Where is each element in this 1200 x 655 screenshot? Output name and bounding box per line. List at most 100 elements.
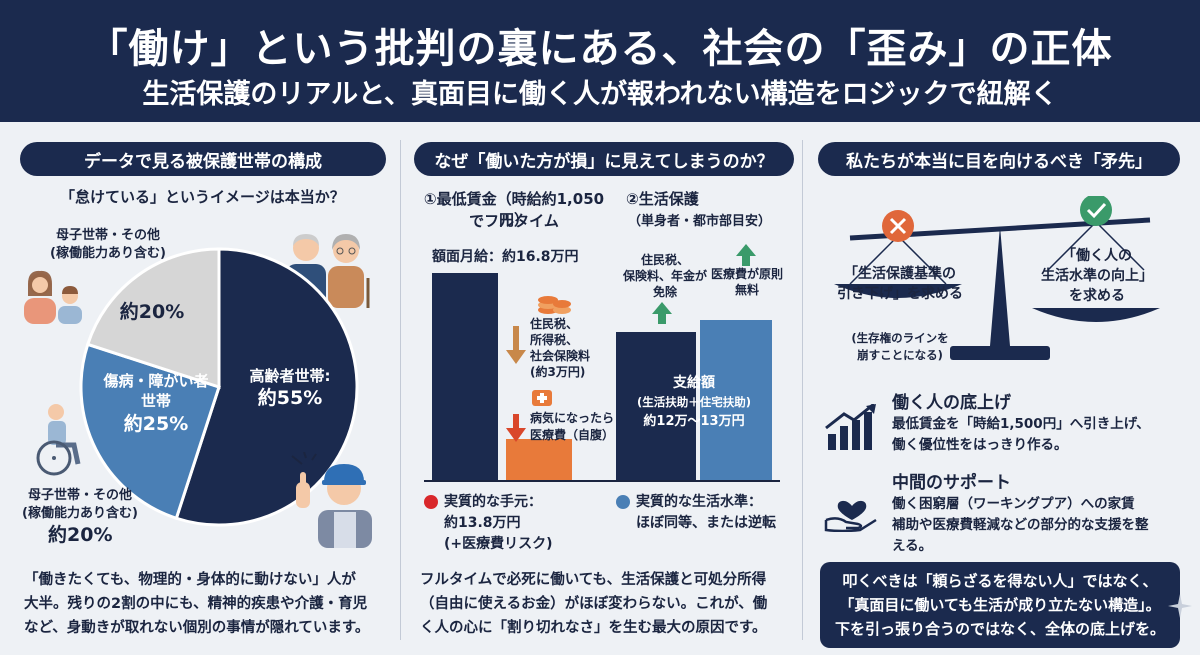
bar-welfare-base: [616, 332, 696, 480]
header-banner: 「働け」という批判の裏にある、社会の「歪み」の正体 生活保護のリアルと、真面目に…: [0, 0, 1200, 122]
bottom-left-label-1: 母子世帯・その他: [28, 488, 133, 503]
top-left-label-1: 母子世帯・その他: [56, 228, 161, 243]
medical-line-1: 病気になったら: [530, 411, 615, 425]
left-note-line-1: (生存権のラインを: [851, 331, 949, 345]
panel-divider: [400, 140, 401, 640]
free-line-2: 無料: [734, 283, 759, 297]
welfare-bar-line-3: 約12万〜13万円: [643, 414, 745, 429]
top-left-label-2: (稼働能力あり含む): [50, 246, 166, 261]
col2-title-2: （単身者・都市部目安）: [628, 214, 772, 229]
bottom-left-label-2: (稼働能力あり含む): [22, 506, 138, 521]
col2-exempt-note: 住民税、 保険料、年金が 免除: [610, 252, 720, 300]
tax-line-3: 社会保険料: [530, 349, 591, 363]
growth-chart-icon: [825, 404, 876, 450]
panel2-body-2: （自由に使えるお金）がほぼ変わらない。これが、働: [420, 596, 768, 612]
panel1-question: 「怠けている」というイメージは本当か？: [60, 188, 345, 206]
page-subtitle: 生活保護のリアルと、真面目に働く人が報われない構造をロジックで紐解く: [142, 79, 1058, 110]
col1-tax-note: 住民税、 所得税、 社会保険料 (約3万円): [530, 316, 590, 380]
point1-title: 働く人の底上げ: [892, 393, 1011, 413]
bar-welfare-total: [700, 320, 772, 480]
welfare-bar-label: 支給額 (生活扶助＋住宅扶助) 約12万〜13万円: [616, 374, 772, 431]
slice-label-other: 約20%: [120, 300, 184, 323]
panel1-body-3: など、身動きが取れない個別の事情が隠れています。: [24, 620, 370, 636]
tax-line-2: 所得税、: [530, 333, 579, 347]
col1-result-1: 実質的な手元：: [444, 494, 542, 510]
conclusion-box: 叩くべきは「頼らざるを得ない人」ではなく、 「真面目に働いても生活が成り立たない…: [820, 562, 1180, 648]
panel2-heading: なぜ「働いた方が損」に見えてしまうのか？: [414, 142, 794, 176]
right-pan-line-2: 生活水準の向上」: [1041, 268, 1153, 284]
point1-body-1: 最低賃金を「時給1,500円」へ引き上げ、: [892, 416, 1150, 432]
col2-title-1: ②生活保護: [626, 190, 699, 208]
welfare-bar-line-2: (生活扶助＋住宅扶助): [636, 395, 751, 409]
medical-kit-icon: [532, 390, 552, 406]
exempt-line-1: 住民税、: [640, 253, 689, 267]
slice-label-disabled-3: 約25%: [124, 412, 188, 435]
panel1-body-2: 大半。残りの2割の中にも、精神的疾患や介護・育児: [24, 596, 368, 612]
blue-dot-icon: [616, 495, 630, 509]
point1-body-2: 働く優位性をはっきり作る。: [892, 437, 1068, 453]
col2-result-1: 実質的な生活水準：: [636, 494, 762, 510]
tax-line-1: 住民税、: [530, 317, 579, 331]
panel1-body-1: 「働きたくても、物理的・身体的に動けない」人が: [24, 572, 356, 588]
arrow-up-icon-2: [736, 244, 756, 266]
slice-label-disabled-2: 世帯: [141, 392, 171, 410]
heart-hand-icon: [824, 500, 877, 532]
balance-scale-icon: [834, 196, 1160, 360]
pie-slice-disabled: [79, 342, 221, 521]
conclusion-line-2: 「真面目に働いても生活が成り立たない構造」。: [839, 596, 1161, 614]
panel1-heading: データで見る被保護世帯の構成: [20, 142, 386, 176]
left-pan-line-1: 「生活保護基準の: [844, 266, 956, 282]
col1-result-2: 約13.8万円: [444, 515, 521, 531]
red-dot-icon: [424, 495, 438, 509]
bar-medical-cost: [506, 439, 572, 480]
arrow-down-icon: [506, 326, 526, 364]
col1-title-2: でフルタイム: [469, 212, 559, 230]
panel2-body-3: く人の心に「割り切れなさ」を生む最大の原因です。: [420, 620, 767, 636]
slice-label-disabled-1: 傷病・障がい者: [102, 372, 208, 390]
pie-slice-other: [85, 247, 221, 390]
pie-slice-elderly: [174, 247, 359, 527]
sparkle-icon: [1168, 594, 1192, 618]
col1-title-1: ①最低賃金（時給約1,050円）: [423, 190, 605, 229]
left-note-line-2: 崩すことになる): [857, 348, 943, 362]
col2-free-note: 医療費が原則 無料: [702, 266, 792, 298]
point2-body-3: える。: [892, 538, 933, 554]
col1-result: 実質的な手元： 約13.8万円 (+医療費リスク): [424, 492, 553, 555]
point2-body: 働く困窮層（ワーキングプア）への家賃 補助や医療費軽減などの部分的な支援を整 え…: [892, 494, 1149, 557]
medical-line-2: 医療費（自腹）: [530, 428, 615, 442]
right-pan-label: 「働く人の 生活水準の向上」 を求める: [1024, 246, 1170, 306]
right-pan-line-1: 「働く人の: [1062, 248, 1132, 264]
point2-body-2: 補助や医療費軽減などの部分的な支援を整: [892, 517, 1149, 533]
chart-baseline: [424, 480, 780, 482]
left-pan-label: 「生活保護基準の 引き下げ」を求める: [822, 264, 978, 304]
worker-icon: [291, 452, 372, 548]
point1-body: 最低賃金を「時給1,500円」へ引き上げ、 働く優位性をはっきり作る。: [892, 414, 1150, 456]
panel-divider: [802, 140, 803, 640]
household-pie-chart: 高齢者世帯: 約55% 傷病・障がい者 世帯 約25% 約20%: [79, 247, 359, 527]
mother-child-icon: [24, 270, 82, 324]
conclusion-line-3: 下を引っ張り合うのではなく、全体の底上げを。: [834, 620, 1165, 638]
panel2-body-1: フルタイムで必死に働いても、生活保護と可処分所得: [420, 572, 767, 588]
bottom-left-value: 約20%: [48, 524, 113, 546]
page-title: 「働け」という批判の裏にある、社会の「歪み」の正体: [87, 26, 1113, 72]
exempt-line-3: 免除: [652, 285, 677, 299]
point2-body-1: 働く困窮層（ワーキングプア）への家賃: [892, 496, 1135, 512]
wheelchair-icon: [36, 404, 81, 476]
slice-label-elderly-1: 高齢者世帯:: [250, 367, 331, 385]
left-pan-note: (生存権のラインを 崩すことになる): [830, 330, 970, 364]
bar-gross-wage: [432, 273, 498, 480]
point2-title: 中間のサポート: [892, 473, 1011, 493]
left-pan-line-2: 引き下げ」を求める: [837, 286, 963, 302]
tax-line-4: (約3万円): [530, 365, 586, 379]
coins-icon: [538, 296, 571, 314]
arrow-down-red-icon: [506, 414, 526, 442]
col1-result-3: (+医療費リスク): [444, 536, 553, 552]
welfare-bar-line-1: 支給額: [673, 375, 715, 391]
free-line-1: 医療費が原則: [710, 267, 783, 281]
panel3-heading: 私たちが本当に目を向けるべき「矛先」: [818, 142, 1180, 176]
col1-gross-label: 額面月給：約16.8万円: [432, 249, 579, 265]
col2-result-2: ほぼ同等、または逆転: [636, 515, 776, 531]
col2-result: 実質的な生活水準： ほぼ同等、または逆転: [616, 492, 776, 534]
right-pan-line-3: を求める: [1069, 288, 1125, 304]
exempt-line-2: 保険料、年金が: [622, 269, 707, 283]
